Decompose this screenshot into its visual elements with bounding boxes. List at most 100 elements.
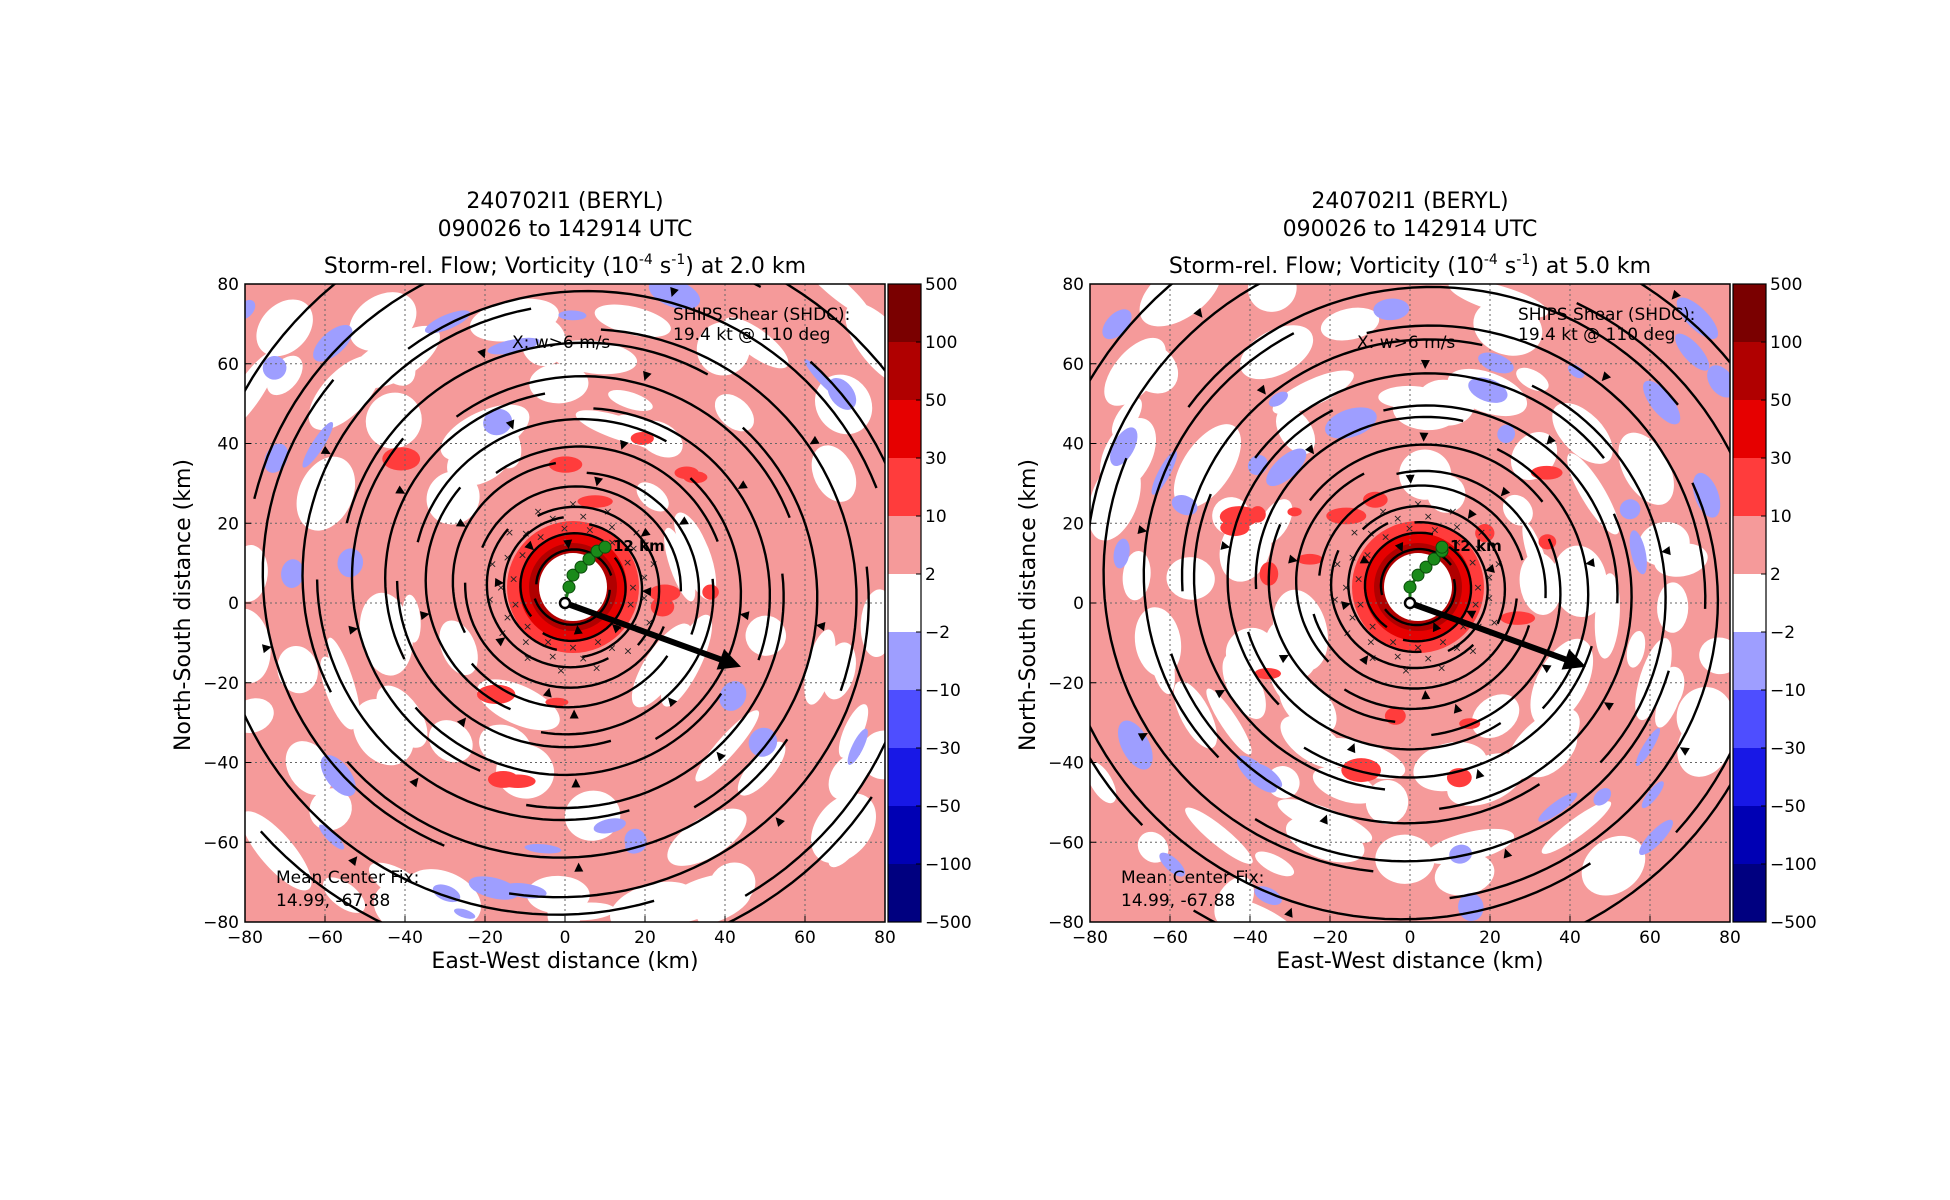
neutral-vorticity-patch bbox=[1567, 453, 1620, 535]
y-tick-label: −40 bbox=[1048, 754, 1084, 774]
neutral-vorticity-patch bbox=[1248, 284, 1297, 312]
negative-vorticity-patch bbox=[847, 728, 868, 765]
updraft-legend: X: w>6 m/s bbox=[512, 333, 610, 353]
streamline bbox=[1254, 415, 1464, 590]
streamline-arrowhead bbox=[1420, 359, 1430, 369]
positive-vorticity-patch bbox=[1363, 491, 1388, 508]
streamline-arrowhead bbox=[678, 516, 689, 525]
neutral-vorticity-patch bbox=[555, 902, 615, 921]
right-panel-chart: 240702I1 (BERYL) 090026 to 142914 UTC St… bbox=[1016, 189, 1817, 974]
streamline-arrowhead bbox=[320, 445, 331, 455]
y-tick-label: −20 bbox=[1048, 674, 1084, 694]
neutral-vorticity-patch bbox=[1581, 835, 1646, 896]
streamlines bbox=[1090, 284, 1730, 922]
streamline bbox=[508, 566, 870, 899]
title-line-3: Storm-rel. Flow; Vorticity (10-4 s-1) at… bbox=[1169, 252, 1651, 279]
streamline-arrowhead bbox=[569, 709, 579, 719]
updraft-marker: × bbox=[485, 593, 494, 606]
y-axis-label: North-South distance (km) bbox=[1016, 459, 1041, 751]
positive-vorticity-patch bbox=[1538, 534, 1557, 550]
y-tick-label: −80 bbox=[203, 913, 239, 933]
neutral-vorticity-patch bbox=[1471, 694, 1520, 739]
streamline bbox=[535, 548, 613, 585]
streamline bbox=[654, 477, 743, 741]
updraft-marker: × bbox=[1378, 505, 1387, 518]
streamline-arrowhead bbox=[1394, 541, 1404, 552]
streamline bbox=[1361, 504, 1507, 625]
colorbar-tick-label: −30 bbox=[925, 739, 961, 759]
colorbar-segment bbox=[1733, 748, 1766, 806]
colorbar-tick-label: 10 bbox=[925, 507, 947, 527]
updraft-marker: × bbox=[1413, 641, 1422, 654]
streamline bbox=[1414, 520, 1489, 653]
streamline bbox=[1431, 538, 1562, 737]
negative-vorticity-patch bbox=[593, 818, 626, 834]
updraft-marker: × bbox=[556, 664, 565, 677]
title-line-2: 090026 to 142914 UTC bbox=[438, 217, 693, 242]
x-tick-label: 20 bbox=[634, 928, 656, 948]
updraft-marker: × bbox=[1368, 651, 1377, 664]
negative-vorticity-patch bbox=[558, 310, 587, 321]
negative-vorticity-patch bbox=[1113, 538, 1130, 569]
negative-vorticity-patch bbox=[1266, 448, 1307, 487]
neutral-vorticity-patch bbox=[323, 877, 366, 913]
updraft-marker: × bbox=[1430, 524, 1439, 537]
neutral-vorticity-patch bbox=[838, 704, 869, 758]
streamline-arrowhead bbox=[395, 485, 406, 494]
negative-vorticity-patch bbox=[1159, 852, 1186, 877]
colorbar-tick-label: 100 bbox=[1770, 333, 1802, 353]
streamline-arrowhead bbox=[809, 435, 820, 445]
colorbar-segment bbox=[888, 400, 921, 458]
neutral-vorticity-patch bbox=[661, 614, 713, 707]
updraft-marker: × bbox=[1494, 557, 1503, 570]
updraft-marker: × bbox=[607, 521, 616, 534]
streamline bbox=[1090, 724, 1592, 921]
updraft-marker: × bbox=[1381, 531, 1390, 544]
colorbar-segment bbox=[888, 458, 921, 516]
neutral-vorticity-patch bbox=[277, 646, 318, 694]
title-block: 240702I1 (BERYL) 090026 to 142914 UTC St… bbox=[324, 189, 806, 279]
updraft-marker: × bbox=[1368, 620, 1377, 633]
colorbar-tick-label: −500 bbox=[925, 913, 972, 933]
updraft-marker: × bbox=[521, 527, 530, 540]
neutral-vorticity-patch bbox=[1090, 761, 1117, 804]
updraft-marker: × bbox=[496, 581, 505, 594]
streamline-arrowhead bbox=[1467, 509, 1477, 519]
streamline bbox=[350, 437, 481, 772]
updraft-marker: × bbox=[488, 557, 497, 570]
eye bbox=[1384, 553, 1452, 622]
streamline-arrowhead bbox=[1346, 743, 1356, 754]
colorbar-tick-label: 2 bbox=[1770, 565, 1781, 585]
streamline-arrowhead bbox=[1603, 702, 1614, 711]
y-tick-label: 80 bbox=[1062, 275, 1084, 295]
updraft-marker: × bbox=[1348, 551, 1357, 564]
streamline-arrowhead bbox=[620, 439, 629, 450]
streamline bbox=[261, 379, 445, 847]
x-tick-label: 40 bbox=[714, 928, 736, 948]
negative-vorticity-patch bbox=[1254, 886, 1282, 905]
y-tick-label: 0 bbox=[1073, 594, 1084, 614]
negative-vorticity-patch bbox=[1619, 499, 1641, 520]
streamline-arrowhead bbox=[1214, 690, 1225, 699]
streamline-arrowhead bbox=[1305, 444, 1315, 455]
y-tick-label: 40 bbox=[1062, 435, 1084, 455]
neutral-vorticity-patch bbox=[1272, 370, 1354, 415]
updraft-marker: × bbox=[518, 549, 527, 562]
x-tick-label: 40 bbox=[1559, 928, 1581, 948]
shear-text-line-2: 19.4 kt @ 110 deg bbox=[1518, 325, 1675, 345]
neutral-vorticity-patch bbox=[1541, 801, 1612, 854]
updraft-marker: × bbox=[579, 510, 588, 523]
streamline-arrowhead bbox=[455, 518, 466, 527]
colorbar-segment bbox=[1733, 342, 1766, 400]
center-fix-line-1: Mean Center Fix: bbox=[1121, 868, 1264, 888]
x-tick-label: −80 bbox=[1072, 928, 1108, 948]
shear-text-line-1: SHIPS Shear (SHDC): bbox=[673, 305, 850, 325]
x-axis-label: East-West distance (km) bbox=[1276, 949, 1543, 974]
updraft-marker: × bbox=[1437, 661, 1446, 674]
tilt-point bbox=[566, 568, 580, 582]
streamline-arrowhead bbox=[1288, 554, 1298, 564]
negative-vorticity-patch bbox=[1676, 297, 1719, 340]
streamline bbox=[455, 374, 791, 519]
colorbar-segment bbox=[888, 632, 921, 690]
streamline-arrowhead bbox=[815, 622, 826, 631]
